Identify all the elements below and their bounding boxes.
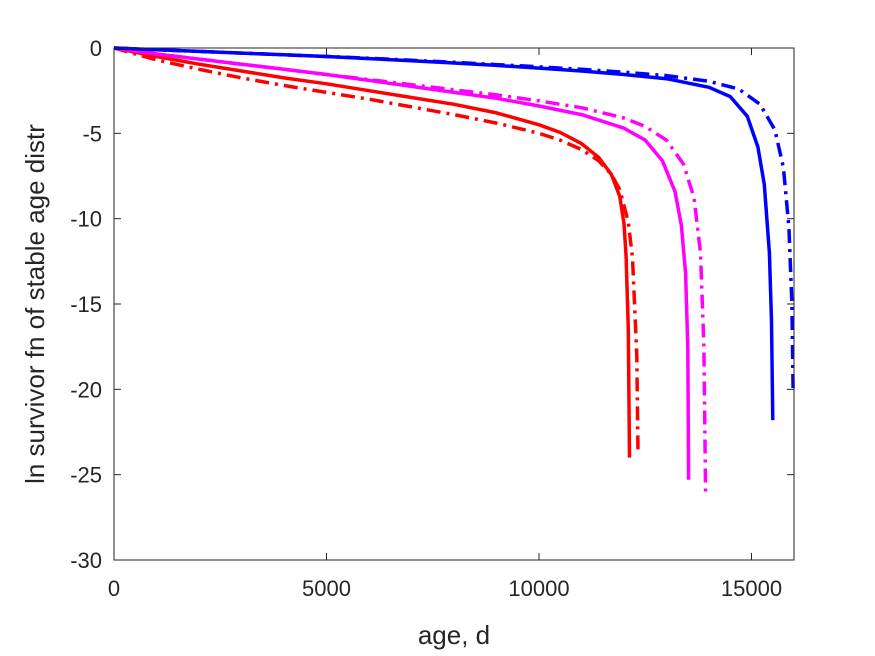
y-ticks: 0 -5 -10 -15 -20 -25 -30 bbox=[70, 36, 794, 573]
series-line-6 bbox=[113, 46, 795, 390]
y-tick-label: -5 bbox=[82, 121, 102, 146]
y-tick-label: -20 bbox=[70, 377, 102, 402]
series-line-3 bbox=[113, 46, 691, 480]
x-tick-label: 0 bbox=[108, 576, 120, 601]
x-tick-label: 10000 bbox=[508, 576, 569, 601]
y-tick-label: 0 bbox=[90, 36, 102, 61]
y-axis-label: ln survivor fn of stable age distr bbox=[20, 124, 50, 484]
plot-area bbox=[114, 48, 794, 560]
x-axis-label: age, d bbox=[418, 620, 490, 650]
y-tick-label: -10 bbox=[70, 207, 102, 232]
x-tick-label: 5000 bbox=[302, 576, 351, 601]
series-line-4 bbox=[113, 46, 708, 496]
series-layer bbox=[113, 46, 795, 496]
series-line-2 bbox=[113, 46, 640, 453]
x-tick-label: 15000 bbox=[721, 576, 782, 601]
x-ticks: 0 5000 10000 15000 bbox=[108, 48, 782, 601]
y-tick-label: -30 bbox=[70, 548, 102, 573]
series-line-1 bbox=[113, 46, 632, 458]
y-tick-label: -15 bbox=[70, 292, 102, 317]
y-tick-label: -25 bbox=[70, 463, 102, 488]
